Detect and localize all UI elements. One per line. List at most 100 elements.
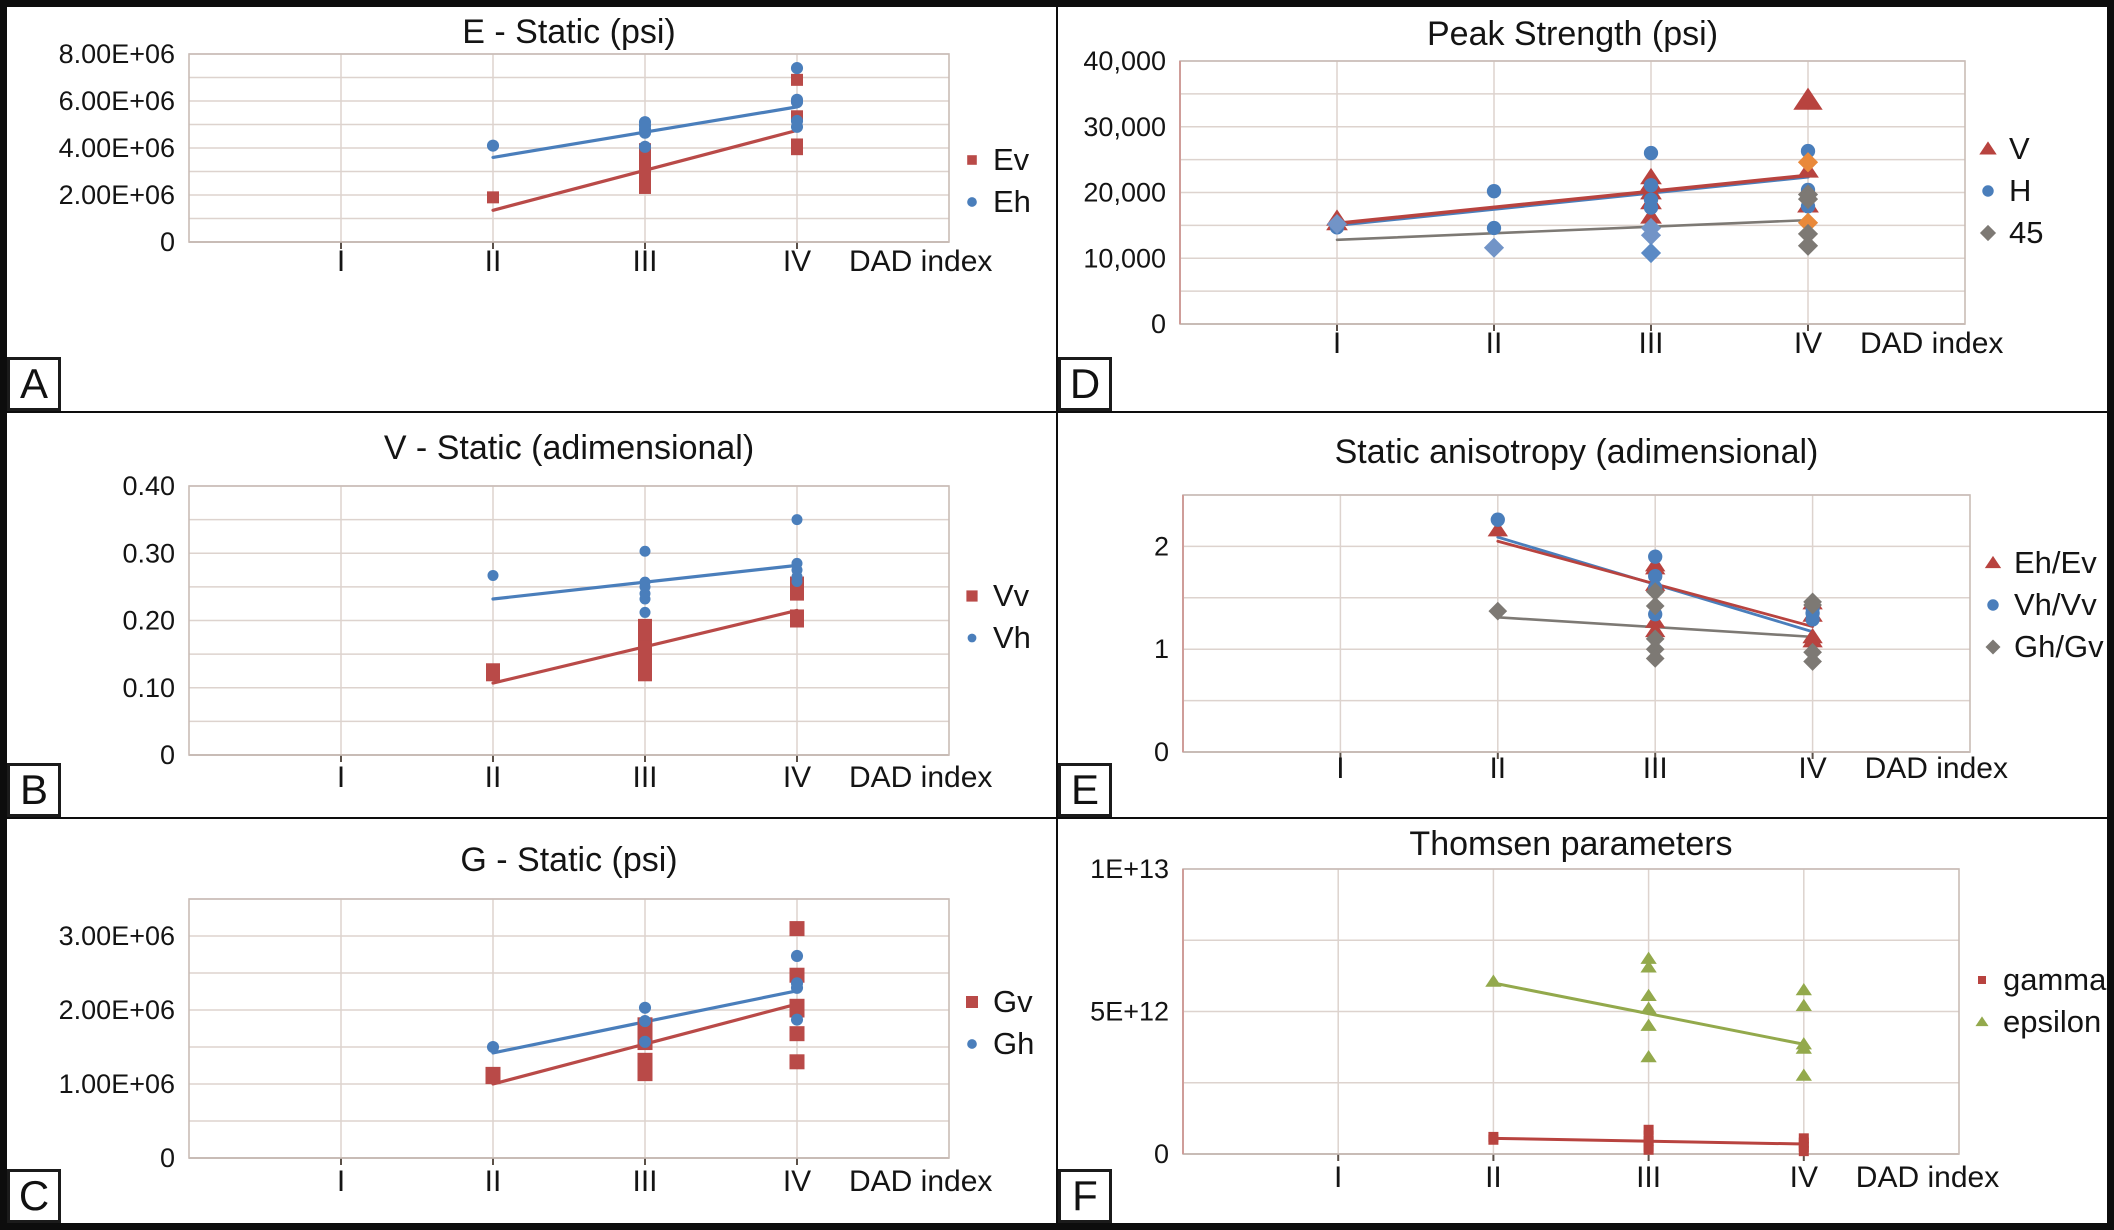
data-point-45 bbox=[1797, 212, 1819, 233]
data-point-eh bbox=[638, 140, 652, 153]
x-tick-label: III bbox=[632, 245, 657, 278]
legend-marker-vv bbox=[966, 590, 978, 602]
panel-F: Thomsen parameters I II III IV 1E+13 5E+12 0 DAD… bbox=[1058, 819, 2107, 1223]
chart-v-static: V - Static (adimensional)I II III IV0.400.3… bbox=[122, 429, 1031, 794]
x-tick-label: I bbox=[337, 245, 345, 278]
legend-label-v: V bbox=[2009, 131, 2030, 166]
legend-marker-vh-vv bbox=[1987, 599, 1999, 611]
data-point-eh-ev bbox=[1802, 632, 1823, 648]
chart-title: Peak Strength (psi) bbox=[1427, 15, 1718, 53]
x-tick-label: II bbox=[485, 1165, 502, 1198]
data-point-h bbox=[1643, 200, 1659, 215]
x-axis-title: DAD index bbox=[849, 761, 992, 794]
x-tick-label: II bbox=[1489, 752, 1506, 785]
legend-marker-epsilon bbox=[1975, 1016, 1989, 1027]
legend-marker-gamma bbox=[1978, 976, 1986, 984]
data-point-gamma bbox=[1643, 1124, 1654, 1135]
data-point-eh bbox=[790, 62, 804, 75]
data-point-epsilon bbox=[1640, 1001, 1657, 1014]
x-tick-label: I bbox=[1334, 1161, 1342, 1194]
data-point-eh bbox=[790, 114, 804, 128]
data-point-h bbox=[1643, 145, 1659, 161]
panel-E: Static anisotropy (adimensional) I II III IV… bbox=[1058, 413, 2107, 817]
plot-border bbox=[188, 898, 950, 1159]
trend-line-v bbox=[1335, 173, 1810, 226]
data-point-gh-gv bbox=[1488, 601, 1508, 621]
x-tick-label: III bbox=[632, 761, 657, 794]
y-tick-label: 2.00E+06 bbox=[59, 995, 175, 1025]
x-tick-label: III bbox=[1643, 752, 1668, 785]
data-point-eh bbox=[486, 139, 500, 152]
x-tick-label: IV bbox=[1794, 327, 1822, 360]
data-point-vh bbox=[639, 545, 651, 557]
data-point-45 bbox=[1797, 152, 1819, 173]
data-point-gv bbox=[789, 998, 805, 1014]
data-point-gamma bbox=[1798, 1146, 1809, 1157]
data-point-45 bbox=[1797, 188, 1819, 210]
trend-line-45 bbox=[1335, 218, 1810, 242]
data-point-h bbox=[1486, 184, 1502, 199]
x-axis-title: DAD index bbox=[1856, 1161, 1999, 1194]
chart-g-static: G - Static (psi)I II III IV3.00E+062.00E+06… bbox=[59, 841, 1035, 1198]
data-point-epsilon bbox=[1640, 951, 1657, 964]
chart-title: G - Static (psi) bbox=[460, 841, 677, 879]
legend-marker-gh-gv bbox=[1985, 639, 2001, 655]
x-axis-title: DAD index bbox=[1860, 327, 2003, 360]
legend-label-epsilon: epsilon bbox=[2003, 1004, 2101, 1039]
panel-letter-f: F bbox=[1058, 1169, 1112, 1223]
data-point-45 bbox=[1326, 213, 1348, 235]
panel-letter-a: A bbox=[7, 357, 61, 411]
panel-C: G - Static (psi) I II III IV 3.00E+06 2.00E+06… bbox=[7, 819, 1056, 1223]
data-point-epsilon bbox=[1795, 998, 1812, 1011]
y-tick-label: 1.00E+06 bbox=[59, 1069, 175, 1099]
data-point-eh-ev bbox=[1487, 521, 1508, 537]
data-point-h bbox=[1643, 178, 1659, 193]
chart-peak-strength: Peak Strength (psi)I II III IV40,00030,0002… bbox=[1083, 15, 2043, 360]
y-tick-label: 1E+13 bbox=[1090, 854, 1169, 884]
data-point-epsilon bbox=[1485, 974, 1502, 987]
panel-letter-b: B bbox=[7, 763, 61, 817]
legend-marker-vh bbox=[967, 633, 977, 643]
y-tick-label: 0 bbox=[160, 1143, 175, 1173]
data-point-ev bbox=[639, 157, 651, 170]
y-tick-label: 0.20 bbox=[122, 606, 175, 636]
data-point-gv bbox=[637, 1052, 653, 1068]
panel-letter-e: E bbox=[1058, 763, 1112, 817]
data-point-vv bbox=[486, 663, 500, 678]
plot-border bbox=[188, 485, 950, 756]
data-point-vh bbox=[639, 606, 651, 618]
legend-marker-h bbox=[1982, 185, 1994, 197]
data-point-epsilon bbox=[1640, 1050, 1657, 1063]
x-axis-title: DAD index bbox=[1865, 752, 2008, 785]
y-tick-label: 10,000 bbox=[1083, 243, 1166, 273]
x-tick-label: II bbox=[1485, 1161, 1502, 1194]
data-point-h bbox=[1800, 143, 1816, 159]
y-tick-label: 0 bbox=[160, 227, 175, 257]
data-point-45 bbox=[1640, 242, 1662, 264]
y-tick-label: 8.00E+06 bbox=[59, 39, 175, 69]
y-tick-label: 1 bbox=[1154, 634, 1169, 664]
data-point-45 bbox=[1640, 225, 1662, 246]
panel-letter-c: C bbox=[7, 1169, 61, 1223]
data-point-epsilon bbox=[1640, 1018, 1657, 1031]
data-point-h bbox=[1486, 220, 1502, 236]
x-tick-label: I bbox=[337, 761, 345, 794]
data-point-epsilon bbox=[1795, 1068, 1812, 1081]
data-point-gamma bbox=[1643, 1144, 1654, 1155]
data-point-eh-ev bbox=[1645, 621, 1666, 638]
panel-letter-d: D bbox=[1058, 357, 1112, 411]
data-point-45 bbox=[1797, 223, 1819, 245]
x-tick-label: IV bbox=[1790, 1161, 1818, 1194]
data-point-epsilon bbox=[1640, 960, 1657, 973]
plot-border bbox=[188, 53, 950, 243]
y-tick-label: 4.00E+06 bbox=[59, 133, 175, 163]
data-point-gh bbox=[638, 1015, 652, 1028]
x-axis-title: DAD index bbox=[849, 245, 992, 278]
data-point-gv bbox=[789, 1026, 805, 1042]
legend-label-vh: Vh bbox=[993, 620, 1031, 655]
panel-D: Peak Strength (psi) I II III IV 40,000 30,000 2… bbox=[1058, 7, 2107, 411]
data-point-epsilon bbox=[1640, 988, 1657, 1001]
y-tick-label: 0 bbox=[1154, 1139, 1169, 1169]
legend-marker-gv bbox=[966, 996, 978, 1008]
